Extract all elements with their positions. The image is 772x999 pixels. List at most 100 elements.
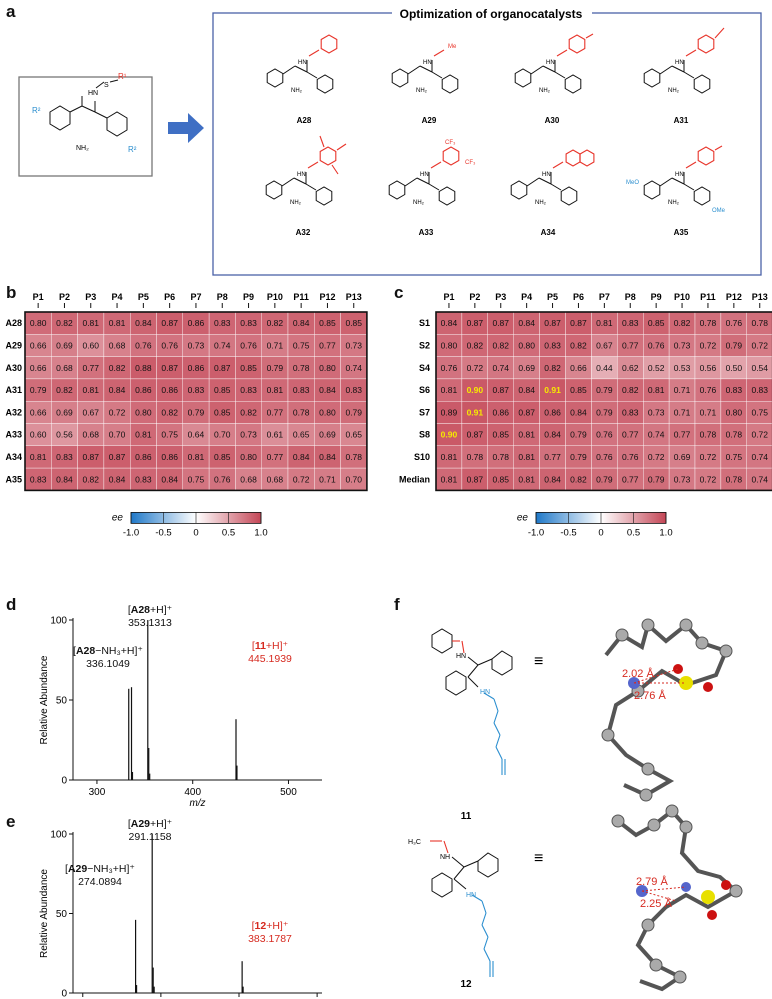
heatmap-value: 0.81 (648, 385, 665, 395)
heatmap-frame (435, 311, 772, 492)
heatmap-value: 0.84 (544, 474, 561, 484)
struct12-h3c: H₃C (408, 839, 421, 846)
heatmap-value: 0.84 (518, 318, 535, 328)
heatmap-value: 0.70 (345, 474, 362, 484)
heatmap-value: 0.68 (267, 474, 284, 484)
column-header: P5 (138, 292, 149, 302)
catalyst-label-A28: A28 (297, 116, 312, 125)
y-tick-label: 0 (61, 989, 67, 999)
column-header: P13 (752, 292, 768, 302)
heatmap-value: 0.83 (622, 407, 639, 417)
heatmap-value: 0.79 (30, 385, 47, 395)
column-header: P6 (573, 292, 584, 302)
colorbar-tick: 1.0 (254, 527, 267, 538)
catalyst-structures: HN NH₂ A28 Me HN NH₂ A29 HN NH₂ A30 HN NH₂ A31 HN NH₂ A… (265, 27, 726, 237)
heatmap-value: 0.76 (161, 340, 178, 350)
nh2-label: NH₂ (291, 88, 303, 94)
row-header: A35 (5, 474, 22, 484)
heatmap-value: 0.90 (441, 430, 458, 440)
peak-mz-label: 336.1049 (86, 658, 130, 670)
struct12-hn: HN (466, 892, 476, 899)
heatmap-value: 0.76 (622, 452, 639, 462)
heatmap-value: 0.81 (82, 385, 99, 395)
heatmap-value: 0.77 (622, 430, 639, 440)
row-header: S8 (419, 430, 430, 440)
row-header: S4 (419, 363, 430, 373)
heatmap-value: 0.80 (30, 318, 47, 328)
heatmap-value: 0.70 (109, 430, 126, 440)
heatmap-value: 0.67 (596, 340, 613, 350)
heatmap-value: 0.91 (467, 407, 484, 417)
heatmap-value: 0.77 (267, 452, 284, 462)
heatmap-value: 0.77 (319, 340, 336, 350)
heatmap-value: 0.90 (467, 385, 484, 395)
heatmap-value: 0.56 (56, 430, 73, 440)
heatmap-value: 0.77 (544, 452, 561, 462)
heatmap-value: 0.83 (188, 385, 205, 395)
heatmap-value: 0.68 (109, 340, 126, 350)
heatmap-value: 0.82 (467, 340, 484, 350)
column-header: P2 (469, 292, 480, 302)
heatmap-value: 0.87 (109, 452, 126, 462)
row-header: A28 (5, 318, 22, 328)
panel-f-figure: HN HN ≡ 11 2.02 Å 2.76 Å (408, 618, 743, 992)
heatmap-value: 0.73 (188, 340, 205, 350)
heatmap-value: 0.82 (570, 340, 587, 350)
heatmap-value: 0.81 (441, 385, 458, 395)
column-header: P13 (346, 292, 362, 302)
heatmap-value: 0.73 (674, 340, 691, 350)
heatmap-value: 0.79 (570, 430, 587, 440)
peak-ion-label: [12+H]⁺ (252, 920, 289, 932)
heatmap-value: 0.84 (518, 385, 535, 395)
row-header: S7 (419, 407, 430, 417)
panel-label-a: a (6, 2, 16, 21)
heatmap-value: 0.66 (30, 363, 47, 373)
catalyst-label-A29: A29 (422, 116, 437, 125)
y-tick-label: 50 (56, 696, 68, 707)
heatmap-value: 0.81 (82, 318, 99, 328)
heatmap-value: 0.83 (240, 385, 257, 395)
struct11-hn: HN (456, 653, 466, 660)
3d-model-11 (601, 618, 733, 802)
heatmap-value: 0.82 (622, 385, 639, 395)
heatmap-value: 0.82 (240, 407, 257, 417)
nh2-label: NH₂ (668, 200, 680, 206)
compound-12-label: 12 (460, 979, 472, 990)
heatmap-value: 0.72 (293, 474, 310, 484)
peak-ion-label: [A29−NH₃+H]⁺ (65, 863, 135, 875)
3d-model-12 (611, 804, 743, 992)
heatmap-value: 0.81 (518, 452, 535, 462)
row-header: A32 (5, 407, 22, 417)
heatmap-value: 0.81 (441, 474, 458, 484)
catalyst-label-A33: A33 (419, 228, 434, 237)
heatmap-value: 0.75 (751, 407, 768, 417)
heatmap-frame (24, 311, 368, 492)
heatmap-value: 0.74 (648, 430, 665, 440)
colorbar-label: ee (517, 512, 529, 523)
hn-label: HN (297, 172, 306, 178)
heatmap-value: 0.73 (345, 340, 362, 350)
heatmap-value: 0.68 (56, 363, 73, 373)
heatmap-value: 0.79 (726, 340, 743, 350)
column-header: P8 (217, 292, 228, 302)
heatmap-value: 0.79 (345, 407, 362, 417)
colorbar-label: ee (112, 512, 124, 523)
heatmap-value: 0.85 (570, 385, 587, 395)
heatmap-value: 0.60 (30, 430, 47, 440)
heatmap-value: 0.78 (492, 452, 509, 462)
x-tick-label: 400 (184, 787, 201, 798)
colorbar-tick: -0.5 (155, 527, 171, 538)
heatmap-value: 0.72 (467, 363, 484, 373)
heatmap-value: 0.84 (570, 407, 587, 417)
heatmap-value: 0.89 (441, 407, 458, 417)
heatmap-value: 0.77 (82, 363, 99, 373)
heatmap-value: 0.62 (622, 363, 639, 373)
catalyst-label-A35: A35 (674, 228, 689, 237)
heatmap-value: 0.80 (518, 340, 535, 350)
structure-12 (430, 840, 499, 977)
colorbar-tick: 0.5 (222, 527, 235, 538)
hn-label: HN (542, 172, 551, 178)
hn-label: HN (423, 60, 432, 66)
heatmap-value: 0.87 (467, 318, 484, 328)
row-header: S1 (419, 318, 430, 328)
